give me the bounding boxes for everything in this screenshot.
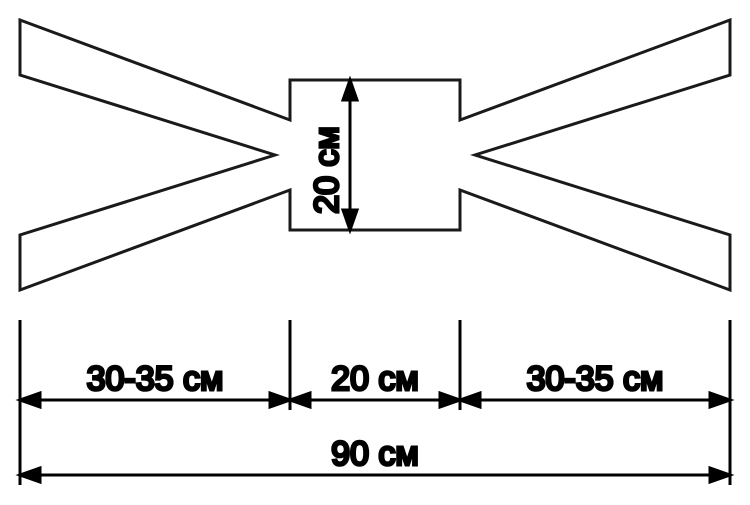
dimension-height-center: 20 см [308,80,357,230]
dimension-total-width-label: 90 см [331,435,419,473]
technical-diagram: 20 см 30-35 см 20 см 30-35 см 90 см [0,0,750,505]
bandage-shape [20,20,730,290]
dimension-left-arm-label: 30-35 см [87,360,224,398]
dimension-height-label: 20 см [308,126,346,214]
dimension-center-width-label: 20 см [331,360,419,398]
dimension-right-arm-label: 30-35 см [527,360,664,398]
dimension-row-1: 30-35 см 20 см 30-35 см [20,360,730,407]
dimension-row-2: 90 см [20,435,730,482]
